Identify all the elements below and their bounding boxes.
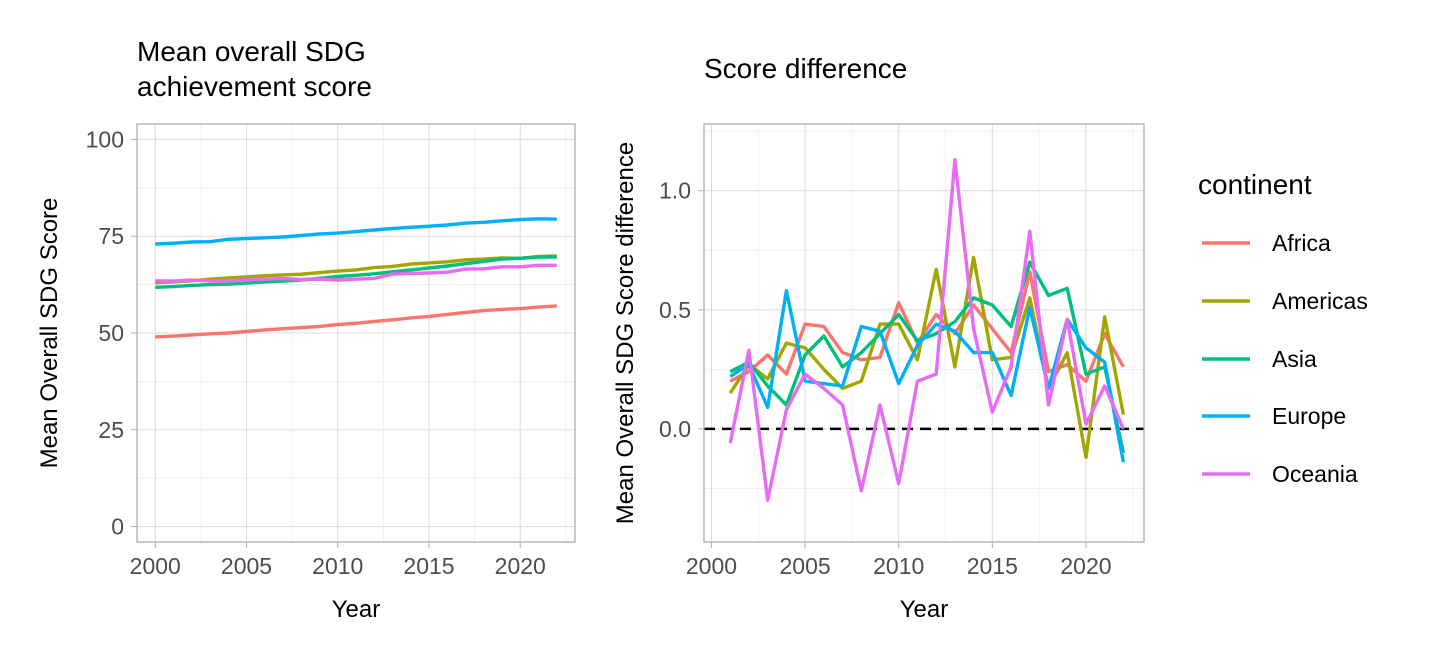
x-tick-label: 2020 bbox=[495, 553, 546, 579]
x-axis-title: Year bbox=[900, 596, 949, 623]
y-tick-label: 100 bbox=[86, 126, 124, 152]
legend-label-asia: Asia bbox=[1272, 346, 1317, 372]
y-tick-label: 0 bbox=[111, 514, 124, 540]
x-tick-label: 2005 bbox=[780, 553, 831, 579]
series-line-europe bbox=[155, 217, 557, 246]
panel-border bbox=[703, 123, 1145, 543]
legend-label-africa: Africa bbox=[1272, 230, 1331, 256]
legend: continent Africa Americas Asia Europe Oc… bbox=[1198, 169, 1368, 487]
chart-title-line: achievement score bbox=[137, 71, 372, 102]
x-tick-label: 2005 bbox=[221, 553, 272, 579]
y-tick-label: 50 bbox=[98, 320, 124, 346]
series-line-americas bbox=[155, 254, 557, 285]
chart-title-line: Mean overall SDG bbox=[137, 36, 366, 67]
x-axis-title: Year bbox=[332, 596, 381, 623]
panel-border bbox=[136, 123, 576, 543]
y-tick-label: 0.5 bbox=[659, 297, 691, 323]
x-tick-label: 2015 bbox=[403, 553, 454, 579]
x-tick-label: 2010 bbox=[873, 553, 924, 579]
legend-title: continent bbox=[1198, 169, 1312, 200]
x-tick-label: 2015 bbox=[967, 553, 1018, 579]
y-tick-label: 75 bbox=[98, 223, 124, 249]
x-tick-label: 2000 bbox=[130, 553, 181, 579]
legend-item-asia: Asia bbox=[1202, 346, 1317, 372]
legend-item-americas: Americas bbox=[1202, 288, 1368, 314]
legend-item-oceania: Oceania bbox=[1202, 461, 1358, 487]
legend-item-africa: Africa bbox=[1202, 230, 1331, 256]
x-tick-label: 2000 bbox=[686, 553, 737, 579]
series-line-oceania bbox=[155, 263, 557, 283]
x-tick-label: 2010 bbox=[312, 553, 363, 579]
x-tick-label: 2020 bbox=[1060, 553, 1111, 579]
legend-label-europe: Europe bbox=[1272, 403, 1346, 429]
chart-panel-mean-score: 2000 2005 2010 2015 2020 0 25 50 75 100 Year Mean o… bbox=[36, 36, 576, 623]
series-line-americas bbox=[728, 255, 1126, 460]
y-axis-title: Mean Overall SDG Score difference bbox=[612, 142, 639, 524]
legend-item-europe: Europe bbox=[1202, 403, 1346, 429]
chart-panel-score-difference: 2000 2005 2010 2015 2020 0.0 0.5 1.0 Year Score d… bbox=[612, 53, 1145, 623]
y-tick-label: 1.0 bbox=[659, 178, 691, 204]
legend-label-americas: Americas bbox=[1272, 288, 1368, 314]
y-tick-label: 0.0 bbox=[659, 416, 691, 442]
series-line-asia bbox=[155, 255, 557, 289]
y-axis-title: Mean Overall SDG Score bbox=[36, 198, 63, 469]
y-tick-label: 25 bbox=[98, 417, 124, 443]
series-line-europe bbox=[729, 289, 1126, 463]
chart-title: Score difference bbox=[704, 53, 907, 84]
legend-label-oceania: Oceania bbox=[1272, 461, 1358, 487]
series-line-oceania bbox=[728, 157, 1125, 502]
series-line-africa bbox=[155, 304, 557, 339]
